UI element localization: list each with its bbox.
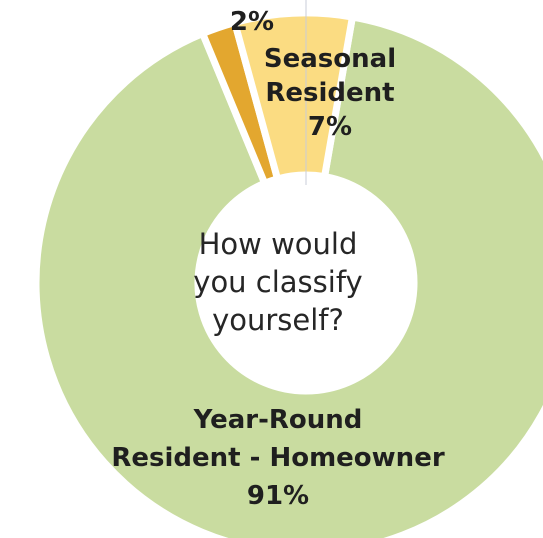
slices-group (32, 0, 543, 538)
slice-2-name-label: Seasonal (264, 44, 396, 74)
slice-2-value-label: 7% (308, 112, 352, 142)
center-title-group: How would you classify yourself? (193, 227, 362, 337)
slice-2-name-label: Resident (265, 78, 394, 108)
center-title-line-1: you classify (193, 265, 362, 299)
donut-slice-2 (230, 9, 357, 184)
center-title-line-0: How would (199, 227, 358, 261)
donut-slice-0 (32, 12, 543, 538)
slice-1-value-label: 2% (230, 7, 274, 37)
labels-group: Year-Round Resident - Homeowner 91% 2% Seaso… (111, 7, 444, 511)
slice-0-name-label: Resident - Homeowner (111, 443, 444, 473)
slice-0-value-label: 91% (247, 481, 309, 511)
center-title-line-2: yourself? (212, 303, 344, 337)
slice-0-name-label: Year-Round (193, 405, 363, 435)
